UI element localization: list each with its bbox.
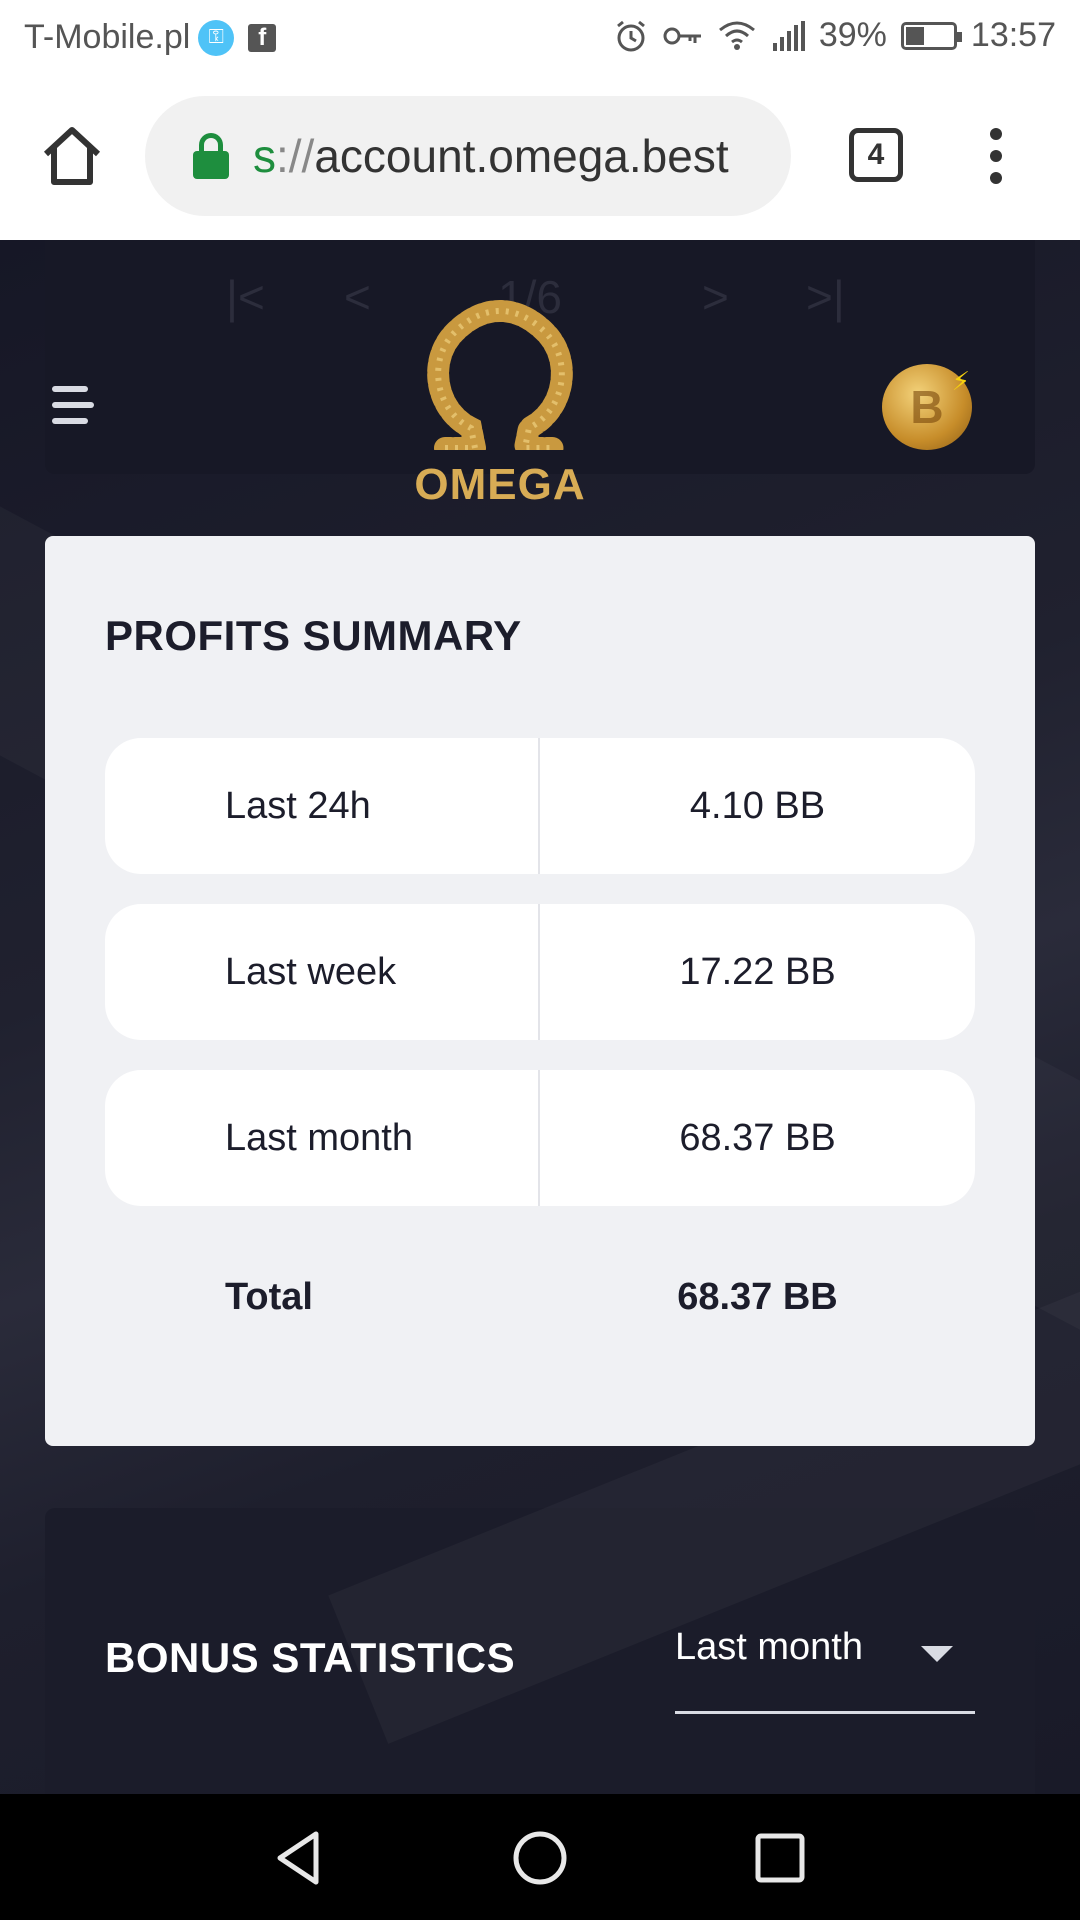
home-icon[interactable] bbox=[40, 124, 104, 188]
logo-text: OMEGA bbox=[414, 460, 586, 509]
status-bar: T-Mobile.pl ⚿ f 39% 13:57 bbox=[0, 0, 1080, 76]
row-divider bbox=[538, 1070, 540, 1206]
omega-logo[interactable]: OMEGA bbox=[405, 300, 595, 510]
profit-row-value: 4.10 BB bbox=[689, 785, 826, 827]
page-content: |< < 1/6 > >| OMEGA B ⚡ PROFITS SUMMARY … bbox=[0, 240, 1080, 1794]
bonus-statistics-section: BONUS STATISTICS Last month bbox=[45, 1508, 1035, 1794]
profit-row-value: 68.37 BB bbox=[679, 1117, 836, 1159]
alarm-icon bbox=[616, 20, 645, 51]
vpn-key-icon: ⚿ bbox=[198, 19, 235, 56]
total-value: 68.37 BB bbox=[677, 1276, 838, 1318]
omega-symbol-icon bbox=[427, 300, 573, 450]
profits-summary-title: PROFITS SUMMARY bbox=[105, 612, 522, 659]
bonus-statistics-title: BONUS STATISTICS bbox=[105, 1634, 516, 1681]
profit-row-label: Last month bbox=[225, 1117, 413, 1159]
back-triangle-icon[interactable] bbox=[270, 1828, 330, 1888]
wifi-icon bbox=[718, 21, 755, 50]
next-page-icon[interactable]: > bbox=[702, 271, 729, 323]
profits-summary-card: PROFITS SUMMARY Last 24h 4.10 BB Last we… bbox=[45, 536, 1035, 1446]
url-text[interactable]: s://account.omega.best bbox=[253, 129, 729, 183]
tab-switcher-button[interactable]: 4 bbox=[849, 128, 903, 182]
url-host: account.omega.best bbox=[314, 130, 729, 182]
signal-icon bbox=[772, 20, 805, 51]
profit-row-value: 17.22 BB bbox=[679, 951, 836, 993]
last-page-icon[interactable]: >| bbox=[806, 271, 845, 323]
browser-toolbar: s://account.omega.best 4 bbox=[0, 76, 1080, 240]
lightning-icon: ⚡ bbox=[951, 366, 970, 396]
profit-row-label: Last week bbox=[225, 951, 397, 993]
header-band bbox=[45, 240, 1035, 474]
clock: 13:57 bbox=[970, 16, 1056, 54]
battery-percent: 39% bbox=[818, 16, 887, 54]
chevron-down-icon bbox=[921, 1646, 953, 1662]
home-circle-icon[interactable] bbox=[510, 1828, 570, 1888]
profit-row-month: Last month 68.37 BB bbox=[105, 1070, 975, 1206]
recents-square-icon[interactable] bbox=[750, 1828, 810, 1888]
carrier-name: T-Mobile.pl bbox=[24, 18, 191, 56]
bitcoin-icon: B bbox=[910, 381, 944, 433]
more-vert-icon[interactable] bbox=[980, 128, 1012, 184]
total-label: Total bbox=[225, 1276, 313, 1318]
battery-icon bbox=[900, 21, 962, 50]
profit-row-24h: Last 24h 4.10 BB bbox=[105, 738, 975, 874]
prev-page-icon[interactable]: < bbox=[344, 271, 371, 323]
url-bar[interactable]: s://account.omega.best bbox=[145, 96, 791, 216]
period-select-value: Last month bbox=[675, 1626, 863, 1668]
tab-count: 4 bbox=[867, 138, 885, 171]
profit-row-week: Last week 17.22 BB bbox=[105, 904, 975, 1040]
row-divider bbox=[538, 738, 540, 874]
hamburger-icon[interactable] bbox=[52, 386, 94, 424]
carrier-group: T-Mobile.pl ⚿ f bbox=[24, 18, 277, 57]
profit-row-label: Last 24h bbox=[225, 785, 371, 827]
url-separator: :// bbox=[276, 130, 315, 182]
avatar[interactable]: B ⚡ bbox=[882, 364, 972, 450]
period-select[interactable]: Last month bbox=[675, 1602, 975, 1714]
url-scheme: s bbox=[253, 130, 276, 182]
row-divider bbox=[538, 904, 540, 1040]
lock-icon bbox=[191, 133, 231, 179]
key-icon bbox=[663, 27, 701, 44]
system-nav-bar bbox=[0, 1794, 1080, 1920]
status-icons: 39% 13:57 bbox=[613, 16, 1056, 55]
first-page-icon[interactable]: |< bbox=[226, 271, 265, 323]
facebook-icon: f bbox=[248, 23, 277, 52]
